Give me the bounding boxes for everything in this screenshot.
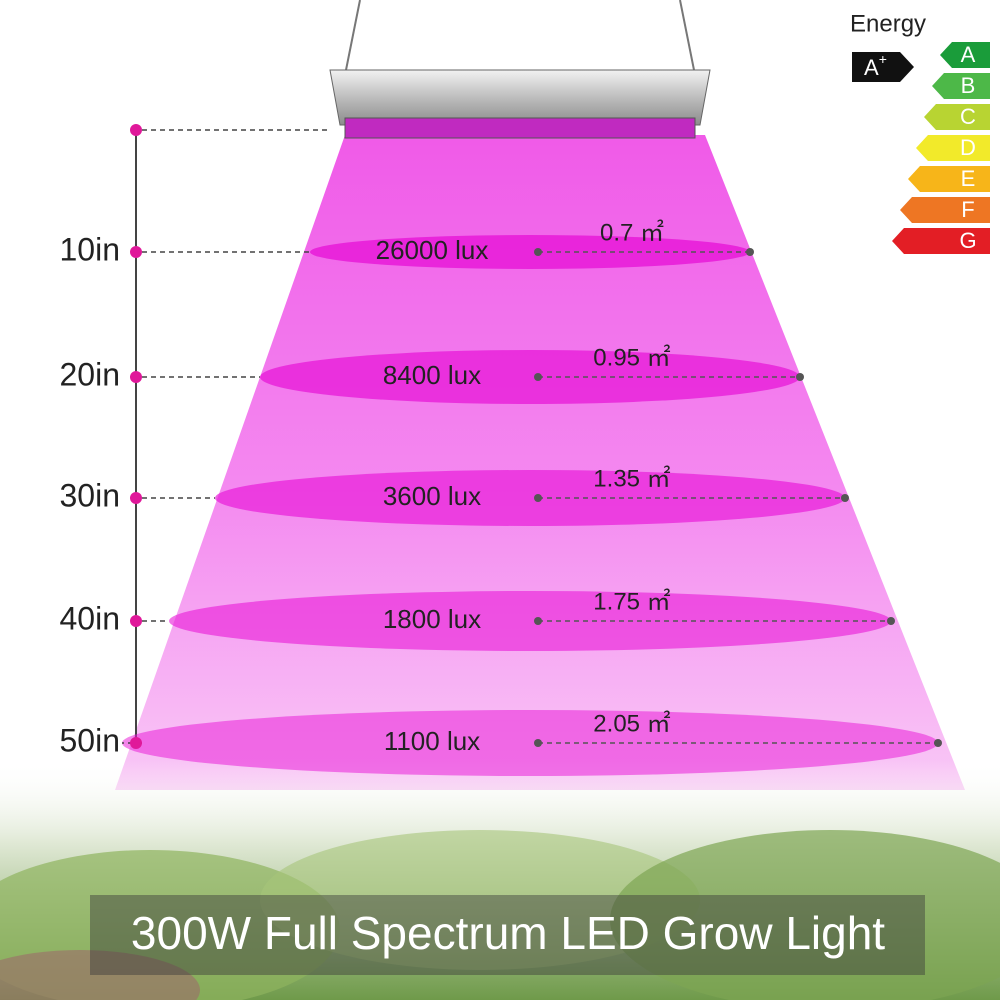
- grade-arrow: [932, 73, 990, 99]
- axis-dot: [130, 246, 142, 258]
- area-dot: [534, 739, 542, 747]
- light-spot: [215, 470, 845, 526]
- axis-dot: [130, 371, 142, 383]
- grade-arrow: [924, 104, 990, 130]
- area-label: 0.95 ㎡: [593, 344, 670, 371]
- area-dot: [534, 248, 542, 256]
- area-dot: [746, 248, 754, 256]
- rating: A+: [864, 51, 887, 80]
- grade-arrow: [940, 42, 990, 68]
- light-spot: [260, 350, 800, 404]
- grade-arrow: [892, 228, 990, 254]
- distance-label: 50in: [60, 722, 121, 758]
- area-dot: [534, 494, 542, 502]
- plant: [0, 950, 200, 1000]
- lux-label: 1100 lux: [384, 726, 480, 756]
- plant: [610, 830, 1000, 1000]
- lux-label: 3600 lux: [383, 481, 481, 511]
- light-spot: [310, 235, 750, 269]
- area-dot: [887, 617, 895, 625]
- area-label: 1.35 ㎡: [593, 465, 670, 492]
- light-spot: [122, 710, 938, 776]
- title-bar: [90, 895, 925, 975]
- plant: [260, 830, 700, 970]
- title: 300W Full Spectrum LED Grow Light: [131, 907, 885, 959]
- grade-letter: D: [960, 135, 976, 160]
- area-label: 2.05 ㎡: [593, 710, 670, 737]
- wire: [344, 0, 361, 76]
- grade-letter: C: [960, 104, 976, 129]
- axis-dot: [130, 124, 142, 136]
- grade-letter: E: [961, 166, 976, 191]
- light-spot: [169, 591, 891, 651]
- area-dot: [796, 373, 804, 381]
- area-dot: [534, 373, 542, 381]
- lux-label: 26000 lux: [376, 235, 489, 265]
- rating-letter: A: [864, 55, 879, 80]
- distance-label: 40in: [60, 600, 121, 636]
- area-dot: [841, 494, 849, 502]
- lux-label: 1800 lux: [383, 604, 481, 634]
- levels: 10in 26000 lux 0.7 ㎡ 20in 8400 lux 0.95 ㎡ 30in…: [60, 219, 942, 776]
- grade-arrow: [916, 135, 990, 161]
- grade-letter: B: [961, 73, 976, 98]
- grade-letter: G: [959, 228, 976, 253]
- axis-dot: [130, 615, 142, 627]
- grade-arrow: [900, 197, 990, 223]
- distance-label: 30in: [60, 477, 121, 513]
- area-dot: [534, 617, 542, 625]
- area-dot: [934, 739, 942, 747]
- wire: [679, 0, 696, 76]
- axis-dot: [130, 737, 142, 749]
- distance-label: 10in: [60, 231, 121, 267]
- area-label: 0.7 ㎡: [600, 219, 664, 246]
- rating-sup: +: [879, 51, 887, 67]
- grade-letter: F: [961, 197, 974, 222]
- grade-letter: A: [961, 42, 976, 67]
- led-panel: [344, 117, 696, 139]
- distance-label: 20in: [60, 356, 121, 392]
- lux-label: 8400 lux: [383, 360, 481, 390]
- energy-title: Energy: [850, 10, 926, 37]
- lamp-body: [329, 69, 711, 126]
- light-cone: [115, 135, 965, 790]
- grade-arrow: [908, 166, 990, 192]
- area-label: 1.75 ㎡: [593, 588, 670, 615]
- axis-dot: [130, 492, 142, 504]
- rating-arrow: [852, 52, 914, 82]
